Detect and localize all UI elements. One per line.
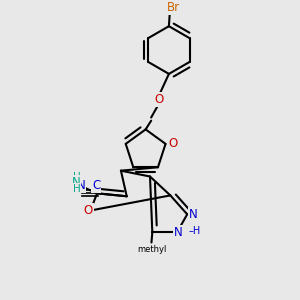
- Text: C: C: [92, 179, 100, 192]
- Text: N: N: [174, 226, 183, 239]
- Text: N: N: [72, 176, 81, 189]
- Text: –H: –H: [188, 226, 200, 236]
- Text: N: N: [77, 179, 85, 192]
- Text: H: H: [73, 184, 80, 194]
- Text: O: O: [168, 137, 177, 150]
- Text: O: O: [83, 204, 93, 217]
- Text: O: O: [154, 93, 164, 106]
- Text: H: H: [73, 172, 80, 182]
- Text: Br: Br: [167, 2, 180, 14]
- Text: methyl: methyl: [137, 245, 166, 254]
- Text: N: N: [189, 208, 198, 221]
